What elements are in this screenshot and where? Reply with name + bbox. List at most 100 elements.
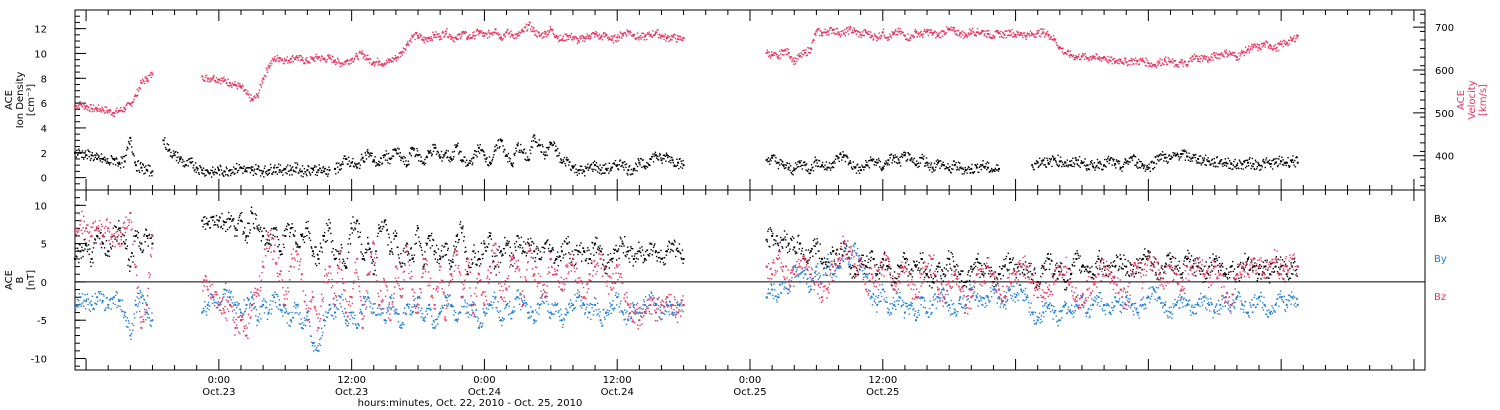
density-sample — [913, 157, 915, 160]
density-sample — [990, 169, 992, 171]
density-sample — [1058, 164, 1061, 166]
velocity-sample — [372, 62, 374, 65]
velocity-sample — [545, 35, 548, 38]
density-sample — [675, 165, 678, 167]
velocity-sample — [133, 98, 135, 101]
density-point — [1130, 156, 1133, 159]
density-sample — [83, 152, 86, 154]
bx-sample — [979, 262, 982, 265]
velocity-sample — [515, 33, 517, 36]
density-sample — [777, 167, 780, 170]
bx-sample — [426, 244, 428, 246]
density-sample — [341, 163, 343, 165]
velocity-sample — [783, 54, 785, 56]
velocity-sample — [867, 33, 869, 36]
velocity-sample — [1005, 36, 1008, 39]
velocity-sample — [596, 35, 599, 37]
bx-sample — [960, 280, 963, 282]
density-sample — [1159, 159, 1161, 161]
velocity-sample — [429, 37, 431, 40]
density-point — [881, 166, 884, 169]
velocity-sample — [81, 104, 83, 107]
density-sample — [1112, 160, 1115, 162]
density-sample — [943, 164, 946, 167]
density-sample — [341, 161, 344, 163]
bx-sample — [447, 247, 449, 250]
velocity-point — [494, 28, 497, 31]
velocity-sample — [1210, 55, 1212, 58]
velocity-sample — [813, 39, 815, 42]
velocity-sample — [552, 28, 554, 31]
bx-sample — [663, 264, 665, 266]
velocity-sample — [381, 63, 383, 65]
density-sample — [1238, 159, 1241, 161]
velocity-sample — [1279, 42, 1281, 45]
density-sample — [983, 166, 986, 168]
bx-sample — [429, 239, 431, 242]
bx-sample — [767, 228, 770, 230]
density-sample — [458, 153, 460, 155]
velocity-sample — [548, 30, 551, 32]
density-sample — [576, 171, 578, 174]
velocity-sample — [420, 34, 422, 37]
density-sample — [960, 168, 963, 170]
density-sample — [1272, 159, 1274, 161]
velocity-sample — [1227, 54, 1230, 57]
density-tick-label: 6 — [41, 99, 47, 110]
density-sample — [508, 157, 510, 159]
velocity-sample — [250, 94, 252, 96]
density-sample — [1088, 168, 1091, 171]
velocity-sample — [410, 38, 412, 40]
bx-point — [660, 257, 663, 260]
velocity-sample — [1217, 57, 1219, 60]
velocity-sample — [304, 62, 306, 65]
velocity-sample — [404, 48, 406, 50]
density-point — [322, 170, 325, 173]
velocity-sample — [531, 30, 534, 32]
velocity-sample — [1292, 37, 1295, 39]
density-point — [394, 149, 397, 152]
density-sample — [263, 167, 266, 170]
density-sample — [309, 174, 312, 176]
density-point — [854, 166, 857, 169]
density-sample — [539, 144, 542, 146]
velocity-sample — [249, 100, 252, 102]
velocity-sample — [368, 58, 370, 60]
velocity-point — [1280, 43, 1283, 46]
velocity-sample — [126, 103, 128, 106]
density-sample — [269, 168, 271, 171]
bx-sample — [514, 246, 516, 248]
density-sample — [601, 167, 603, 169]
bx-sample — [360, 243, 363, 245]
bx-sample — [232, 219, 234, 222]
velocity-point — [118, 109, 121, 112]
bx-point — [129, 265, 132, 268]
density-sample — [1244, 166, 1247, 169]
density-sample — [884, 162, 886, 164]
velocity-sample — [1101, 60, 1103, 62]
velocity-sample — [80, 103, 82, 105]
bx-sample — [423, 263, 425, 265]
bx-sample — [895, 282, 897, 284]
density-sample — [515, 150, 518, 152]
density-sample — [1227, 157, 1230, 160]
density-sample — [1155, 156, 1157, 159]
bx-sample — [556, 255, 558, 258]
velocity-sample — [502, 33, 505, 36]
velocity-sample — [75, 104, 78, 107]
velocity-sample — [222, 81, 224, 83]
velocity-sample — [386, 61, 389, 63]
bx-sample — [335, 248, 337, 251]
bx-sample — [775, 240, 777, 242]
bx-sample — [817, 241, 819, 243]
velocity-sample — [884, 36, 887, 39]
density-sample — [595, 162, 598, 164]
bx-sample — [823, 267, 825, 270]
velocity-sample — [1237, 58, 1239, 61]
velocity-sample — [238, 85, 240, 88]
bx-sample — [444, 254, 446, 256]
velocity-sample — [679, 35, 682, 38]
density-sample — [226, 167, 228, 170]
bx-point — [588, 257, 591, 260]
density-sample — [903, 151, 906, 153]
